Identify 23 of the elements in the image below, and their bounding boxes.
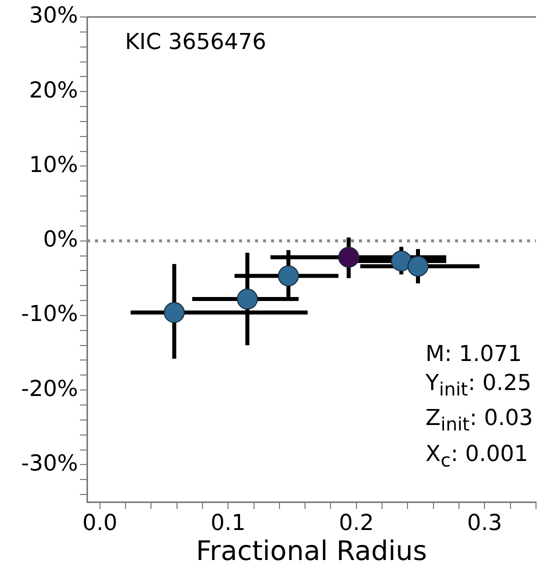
annotation: Z$_{init}$: 0.03 <box>426 405 533 438</box>
point <box>407 256 428 277</box>
point <box>390 250 412 272</box>
point <box>278 265 299 286</box>
x-tick-label: 0.0 <box>82 510 118 536</box>
x-axis-title: Fractional Radius <box>196 536 427 567</box>
annotation: X$_{c}$: 0.001 <box>426 440 530 474</box>
annotation: M: 1.071 <box>426 341 523 369</box>
y-tick-label: 10% <box>29 152 78 178</box>
annotation: KIC 3656476 <box>125 30 266 55</box>
y-tick-label: 20% <box>29 78 78 104</box>
y-tick-label: -10% <box>21 302 78 328</box>
x-tick-label: 0.2 <box>338 510 374 536</box>
y-tick-label: 30% <box>29 4 78 29</box>
x-tick-label: 0.1 <box>210 510 246 536</box>
y-tick-label: -20% <box>21 376 78 402</box>
y-tick-label: 0% <box>43 228 78 253</box>
point <box>164 302 185 323</box>
y-tick-label: -30% <box>21 451 78 476</box>
x-tick-label: 0.3 <box>467 510 502 536</box>
point <box>236 288 258 310</box>
point <box>338 246 360 268</box>
annotation: Y$_{init}$: 0.25 <box>426 370 532 402</box>
